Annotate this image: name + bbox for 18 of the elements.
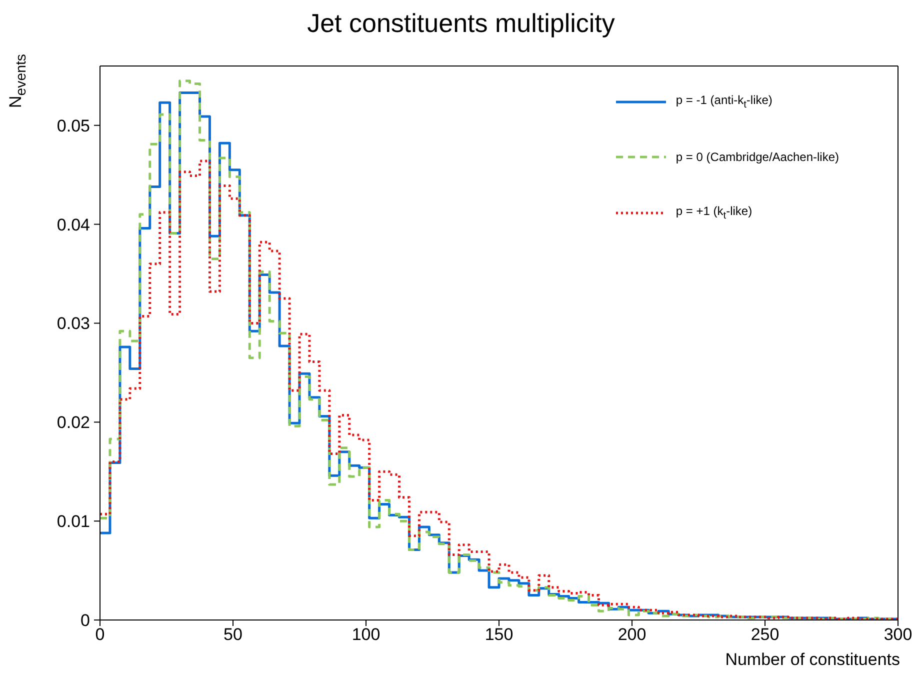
y-tick-label: 0.01 — [56, 512, 90, 532]
y-tick-label: 0.04 — [56, 215, 90, 234]
legend-label: p = 0 (Cambridge/Aachen-like) — [676, 150, 839, 164]
legend-label: p = -1 (anti-k$_{t}$-like) — [676, 93, 772, 110]
y-tick-label: 0 — [80, 611, 90, 630]
y-tick-label: 0.02 — [56, 413, 90, 432]
x-tick-label: 100 — [352, 625, 380, 644]
x-tick-label: 250 — [750, 625, 780, 644]
x-axis-title: Number of constituents — [725, 650, 900, 670]
x-tick-label: 200 — [618, 625, 646, 644]
chart-title: Jet constituents multiplicity — [306, 8, 616, 39]
y-tick-label: 0.05 — [56, 116, 90, 136]
x-tick-label: 150 — [484, 625, 514, 644]
y-tick-label: 0.03 — [56, 314, 90, 334]
legend-label: p = +1 (k$_{t}$-like) — [676, 204, 752, 222]
x-tick-label: 300 — [884, 625, 912, 644]
x-tick-label: 50 — [224, 625, 242, 644]
x-tick-label: 0 — [95, 625, 105, 644]
